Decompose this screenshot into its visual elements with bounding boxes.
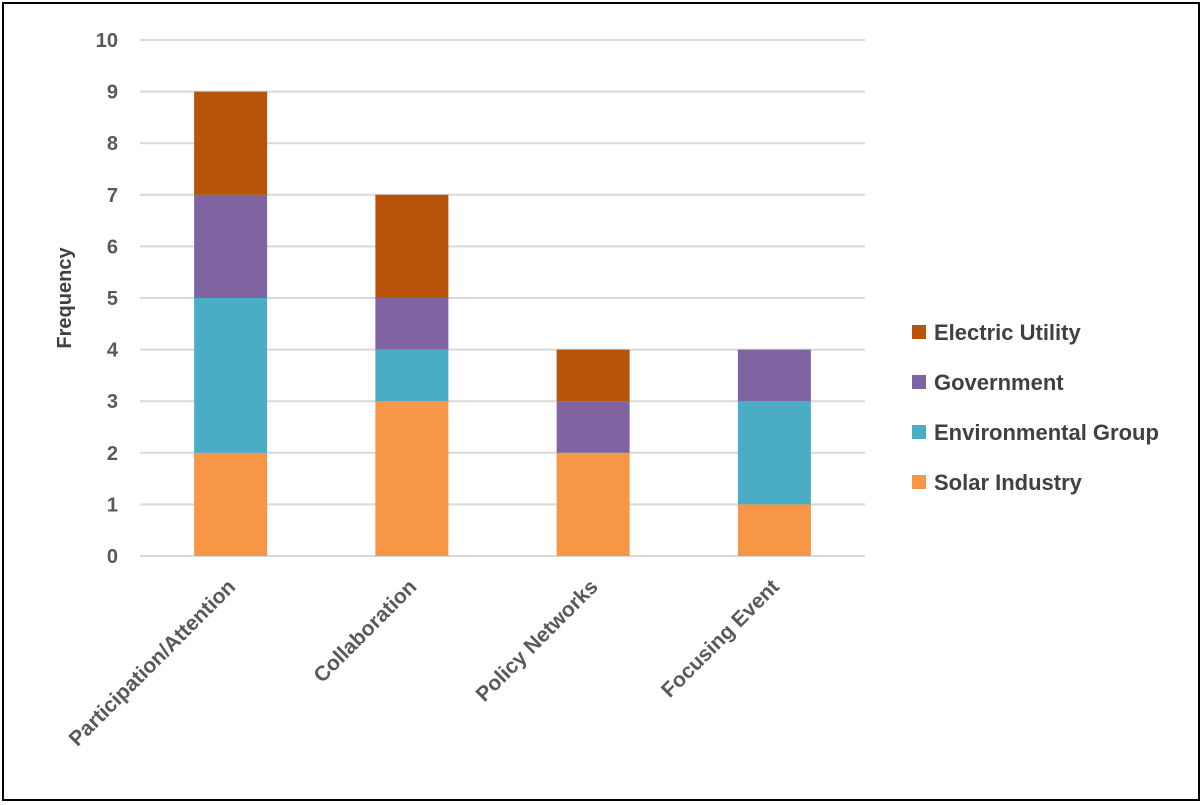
legend-label: Electric Utility (934, 320, 1081, 345)
bar-segment (737, 349, 811, 402)
x-tick-label: Participation/Attention (65, 575, 240, 750)
y-tick-label: 0 (107, 546, 118, 568)
legend-swatch (912, 375, 926, 389)
y-axis-ticks: 0 1 2 3 4 5 6 7 8 9 10 (96, 30, 119, 568)
x-axis-labels: Participation/Attention Collaboration Poli… (65, 575, 784, 750)
bar-segment (375, 401, 449, 556)
y-tick-label: 10 (96, 30, 118, 52)
bar-segment (375, 194, 449, 298)
y-tick-label: 5 (107, 288, 118, 310)
y-tick-label: 7 (107, 185, 118, 207)
y-tick-label: 1 (107, 494, 118, 516)
bar-segment (375, 349, 449, 402)
bar-segment (194, 91, 268, 195)
y-axis-title: Frequency (54, 247, 76, 349)
y-tick-label: 9 (107, 82, 118, 104)
legend-swatch (912, 325, 926, 339)
bar-segment (194, 298, 268, 453)
bar-segment (375, 298, 449, 350)
legend-swatch (912, 475, 926, 489)
legend: Electric Utility Government Environmental … (912, 320, 1159, 495)
y-tick-label: 3 (107, 391, 118, 413)
bar-segment (556, 349, 630, 402)
bars (194, 91, 811, 556)
bar-segment (194, 194, 268, 298)
x-tick-label: Policy Networks (472, 575, 603, 706)
legend-label: Government (934, 370, 1064, 395)
bar-segment (556, 452, 630, 556)
x-tick-label: Collaboration (309, 575, 421, 687)
y-tick-label: 2 (107, 443, 118, 465)
bar-segment (737, 504, 811, 556)
bar-segment (556, 401, 630, 453)
bar-segment (737, 401, 811, 505)
y-tick-label: 8 (107, 133, 118, 155)
y-tick-label: 6 (107, 236, 118, 258)
y-tick-label: 4 (107, 340, 119, 362)
bar-segment (194, 452, 268, 556)
legend-label: Environmental Group (934, 420, 1159, 445)
x-tick-label: Focusing Event (657, 575, 784, 702)
legend-swatch (912, 425, 926, 439)
legend-label: Solar Industry (934, 470, 1083, 495)
